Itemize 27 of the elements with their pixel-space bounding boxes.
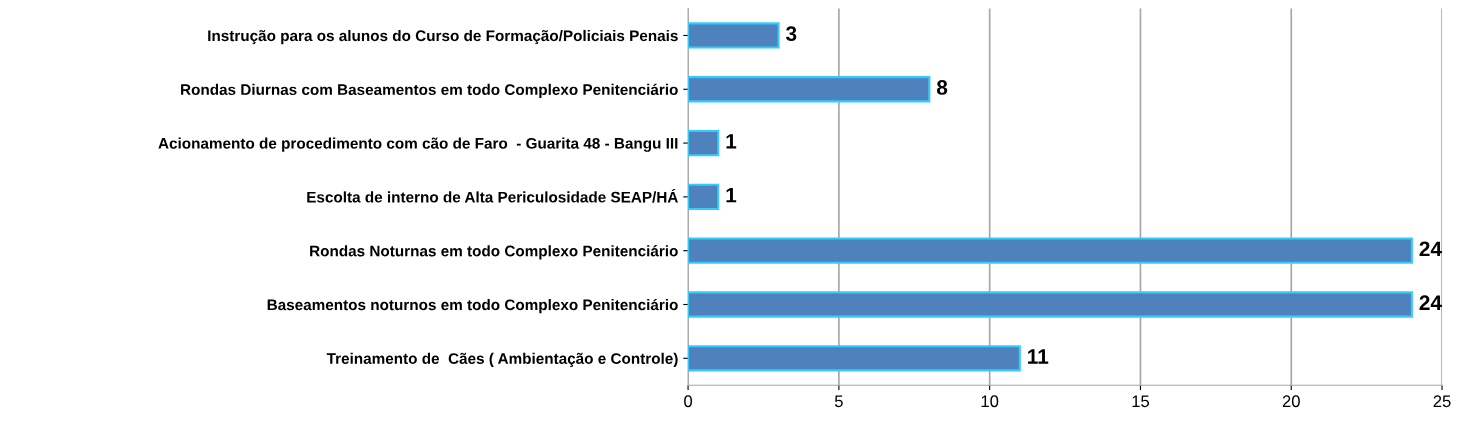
x-tick-label: 10 xyxy=(981,395,999,408)
bar xyxy=(688,237,1413,264)
data-label: 11 xyxy=(1028,349,1049,364)
y-tick-label: Rondas Diurnas com Baseamentos em todo Complexo Penitenciário xyxy=(181,83,678,99)
x-tick-label: 0 xyxy=(684,395,693,408)
x-tick-label: 20 xyxy=(1282,395,1300,408)
y-tick-label: Instrução para os alunos do Curso de Formação/Policiais Penais xyxy=(208,29,678,45)
data-label: 24 xyxy=(1419,241,1442,257)
data-label: 24 xyxy=(1419,295,1442,310)
bar xyxy=(688,345,1021,372)
x-tick-label: 25 xyxy=(1433,395,1451,408)
y-tick-label: Baseamentos noturnos em todo Complexo Penitenciário xyxy=(267,298,678,314)
y-tick-label: Treinamento de Cães ( Ambientação e Controle) xyxy=(326,352,678,367)
data-label: 1 xyxy=(726,134,737,149)
y-tick-label: Acionamento de procedimento com cão de Faro - Guarita 48 - Bangu III xyxy=(158,137,678,152)
bar xyxy=(688,76,931,103)
x-tick-label: 5 xyxy=(834,395,843,408)
bar xyxy=(688,22,780,49)
data-label: 1 xyxy=(726,187,737,203)
data-label: 8 xyxy=(936,80,948,95)
x-tick-label: 15 xyxy=(1132,395,1150,408)
bar xyxy=(688,183,720,211)
y-tick-label: Rondas Noturnas em todo Complexo Penitenciário xyxy=(310,245,678,260)
data-label: 3 xyxy=(785,26,797,42)
bar xyxy=(688,129,720,157)
bar xyxy=(688,291,1413,318)
y-tick-label: Escolta de interno de Alta Periculosidade SEAP/HÁ xyxy=(307,188,678,203)
